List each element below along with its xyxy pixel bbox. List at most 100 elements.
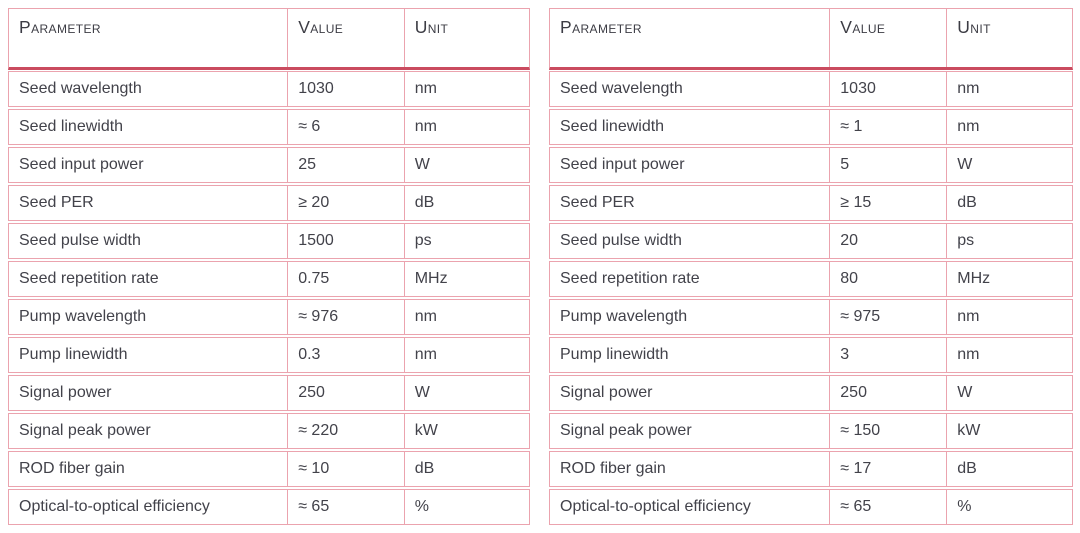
value-cell: ≈ 150 bbox=[829, 414, 948, 448]
unit-cell: W bbox=[957, 384, 973, 401]
unit-cell: nm bbox=[414, 308, 437, 325]
column-header-parameter: Parameter bbox=[560, 17, 642, 37]
value-cell: 5 bbox=[829, 148, 948, 182]
parameter-cell: Signal power bbox=[19, 384, 112, 401]
unit-cell: dB bbox=[414, 194, 435, 211]
unit-cell: nm bbox=[957, 346, 980, 363]
table-row: ROD fiber gain ≈ 10 dB bbox=[8, 451, 530, 487]
table-row: Seed linewidth ≈ 1 nm bbox=[549, 109, 1073, 145]
value-cell: ≈ 975 bbox=[829, 300, 948, 334]
column-header-unit: Unit bbox=[414, 17, 449, 37]
table-row: Signal peak power ≈ 150 kW bbox=[549, 413, 1073, 449]
parameter-cell: Seed pulse width bbox=[560, 232, 682, 249]
unit-cell: ps bbox=[957, 232, 975, 249]
column-header-value: Value bbox=[287, 9, 405, 67]
unit-cell: W bbox=[414, 156, 430, 173]
value-cell: ≥ 20 bbox=[287, 186, 405, 220]
column-header-parameter: Parameter bbox=[19, 17, 101, 37]
unit-cell: dB bbox=[414, 460, 435, 477]
value-cell: ≈ 220 bbox=[287, 414, 405, 448]
parameter-cell: Seed input power bbox=[560, 156, 685, 173]
unit-cell: dB bbox=[957, 194, 977, 211]
value-cell: ≈ 65 bbox=[287, 490, 405, 524]
unit-cell: dB bbox=[957, 460, 977, 477]
parameter-cell: Pump linewidth bbox=[560, 346, 669, 363]
table-row: Pump wavelength ≈ 975 nm bbox=[549, 299, 1073, 335]
parameter-cell: Seed repetition rate bbox=[19, 270, 159, 287]
value-cell: ≈ 6 bbox=[287, 110, 405, 144]
table-row: Pump linewidth 3 nm bbox=[549, 337, 1073, 373]
table-header-row: Parameter Value Unit bbox=[549, 8, 1073, 70]
parameter-cell: Signal power bbox=[560, 384, 653, 401]
unit-cell: % bbox=[414, 498, 429, 515]
table-row: Optical-to-optical efficiency ≈ 65% bbox=[8, 489, 530, 525]
table-row: Optical-to-optical efficiency ≈ 65% bbox=[549, 489, 1073, 525]
parameter-cell: Optical-to-optical efficiency bbox=[19, 498, 210, 515]
table-row: Signal power 250 W bbox=[8, 375, 530, 411]
parameter-cell: Pump linewidth bbox=[19, 346, 128, 363]
unit-cell: nm bbox=[414, 346, 437, 363]
table-row: Seed PER ≥ 15 dB bbox=[549, 185, 1073, 221]
parameter-cell: Seed PER bbox=[19, 194, 94, 211]
parameter-cell: Seed PER bbox=[560, 194, 635, 211]
column-header-unit: Unit bbox=[957, 17, 991, 37]
column-header-value: Value bbox=[829, 9, 948, 67]
table-row: Pump linewidth 0.3 nm bbox=[8, 337, 530, 373]
parameter-cell: Pump wavelength bbox=[19, 308, 147, 325]
table-row: Seed input power 5 W bbox=[549, 147, 1073, 183]
table-row: Seed wavelength 1030 nm bbox=[8, 71, 530, 107]
value-cell: 20 bbox=[829, 224, 948, 258]
table-row: Seed PER ≥ 20 dB bbox=[8, 185, 530, 221]
value-cell: 1030 bbox=[829, 72, 948, 106]
unit-cell: nm bbox=[957, 118, 980, 135]
parameter-cell: Seed input power bbox=[19, 156, 144, 173]
parameter-cell: Seed linewidth bbox=[19, 118, 124, 135]
unit-cell: kW bbox=[414, 422, 438, 439]
value-cell: 80 bbox=[829, 262, 948, 296]
parameter-cell: ROD fiber gain bbox=[560, 460, 666, 477]
value-cell: 25 bbox=[287, 148, 405, 182]
table-body-left: Seed wavelength 1030 nm Seed linewidth ≈ 6 nm… bbox=[8, 71, 530, 525]
parameter-cell: Seed wavelength bbox=[19, 80, 142, 97]
parameter-cell: Seed wavelength bbox=[560, 80, 683, 97]
parameter-cell: Pump wavelength bbox=[560, 308, 688, 325]
value-cell: 1030 bbox=[287, 72, 405, 106]
unit-cell: % bbox=[957, 498, 972, 515]
value-cell: ≈ 17 bbox=[829, 452, 948, 486]
value-cell: 250 bbox=[829, 376, 948, 410]
unit-cell: nm bbox=[414, 80, 437, 97]
parameter-cell: Seed repetition rate bbox=[560, 270, 700, 287]
value-cell: ≥ 15 bbox=[829, 186, 948, 220]
table-row: Seed linewidth ≈ 6 nm bbox=[8, 109, 530, 145]
table-row: Seed pulse width 20 ps bbox=[549, 223, 1073, 259]
table-row: Seed pulse width 1500 ps bbox=[8, 223, 530, 259]
unit-cell: MHz bbox=[957, 270, 991, 287]
unit-cell: kW bbox=[957, 422, 981, 439]
parameter-cell: ROD fiber gain bbox=[19, 460, 125, 477]
value-cell: ≈ 65 bbox=[829, 490, 948, 524]
value-cell: 250 bbox=[287, 376, 405, 410]
table-row: Seed input power 25 W bbox=[8, 147, 530, 183]
table-row: Seed wavelength 1030 nm bbox=[549, 71, 1073, 107]
parameter-cell: Signal peak power bbox=[19, 422, 151, 439]
unit-cell: nm bbox=[414, 118, 437, 135]
unit-cell: W bbox=[957, 156, 973, 173]
unit-cell: ps bbox=[414, 232, 432, 249]
table-row: Seed repetition rate 0.75 MHz bbox=[8, 261, 530, 297]
value-cell: ≈ 1 bbox=[829, 110, 948, 144]
table-header-row: Parameter Value Unit bbox=[8, 8, 530, 70]
table-row: Pump wavelength ≈ 976 nm bbox=[8, 299, 530, 335]
parameter-cell: Seed pulse width bbox=[19, 232, 141, 249]
spec-table-right: Parameter Value Unit Seed wavelength 1030… bbox=[549, 8, 1073, 525]
value-cell: 3 bbox=[829, 338, 948, 372]
value-cell: 1500 bbox=[287, 224, 405, 258]
parameter-cell: Seed linewidth bbox=[560, 118, 665, 135]
table-row: Signal peak power ≈ 220 kW bbox=[8, 413, 530, 449]
value-cell: ≈ 10 bbox=[287, 452, 405, 486]
spec-table-left: Parameter Value Unit Seed wavelength 1030… bbox=[8, 8, 530, 525]
table-body-right: Seed wavelength 1030 nm Seed linewidth ≈ 1 nm… bbox=[549, 71, 1073, 525]
table-row: Signal power 250 W bbox=[549, 375, 1073, 411]
table-row: Seed repetition rate 80 MHz bbox=[549, 261, 1073, 297]
value-cell: 0.3 bbox=[287, 338, 405, 372]
